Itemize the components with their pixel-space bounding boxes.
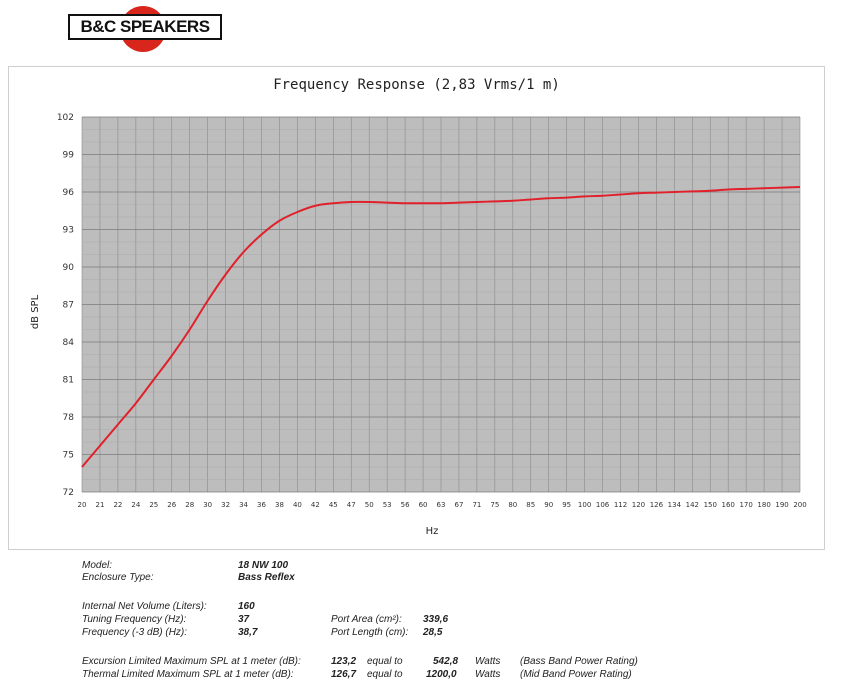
x-tick-label: 90 xyxy=(544,501,553,509)
chart-title: Frequency Response (2,83 Vrms/1 m) xyxy=(273,77,560,93)
series-line xyxy=(81,186,801,468)
y-tick-label: 102 xyxy=(57,113,74,123)
x-tick-label: 56 xyxy=(401,501,410,509)
x-tick-label: 71 xyxy=(472,501,481,509)
x-tick-label: 67 xyxy=(454,501,463,509)
x-tick-label: 80 xyxy=(508,501,517,509)
x-tick-label: 50 xyxy=(365,501,374,509)
y-tick-label: 90 xyxy=(63,263,75,273)
y-tick-label: 78 xyxy=(63,413,75,423)
x-tick-label: 85 xyxy=(526,501,535,509)
x-tick-label: 190 xyxy=(775,501,788,509)
x-tick-label: 100 xyxy=(578,501,591,509)
logo-text: B&C SPEAKERS xyxy=(68,14,222,40)
x-tick-label: 21 xyxy=(95,501,104,509)
x-tick-label: 30 xyxy=(203,501,212,509)
x-tick-label: 200 xyxy=(793,501,806,509)
x-tick-label: 126 xyxy=(650,501,664,509)
x-tick-label: 22 xyxy=(113,501,122,509)
x-tick-label: 42 xyxy=(311,501,320,509)
x-tick-label: 134 xyxy=(668,501,682,509)
y-axis-label: dB SPL xyxy=(30,294,41,329)
x-tick-label: 20 xyxy=(78,501,87,509)
x-tick-label: 75 xyxy=(490,501,499,509)
x-tick-label: 40 xyxy=(293,501,302,509)
x-tick-label: 36 xyxy=(257,501,266,509)
x-tick-label: 160 xyxy=(722,501,735,509)
x-tick-label: 150 xyxy=(704,501,717,509)
x-tick-label: 47 xyxy=(347,501,356,509)
y-tick-label: 93 xyxy=(63,226,74,236)
x-tick-label: 25 xyxy=(149,501,158,509)
x-tick-label: 45 xyxy=(329,501,338,509)
x-tick-label: 95 xyxy=(562,501,571,509)
x-tick-label: 53 xyxy=(383,501,392,509)
x-tick-label: 28 xyxy=(185,501,194,509)
x-tick-label: 180 xyxy=(757,501,770,509)
x-tick-label: 38 xyxy=(275,501,284,509)
y-tick-label: 81 xyxy=(63,376,74,386)
x-tick-label: 170 xyxy=(739,501,752,509)
x-tick-label: 24 xyxy=(131,501,140,509)
y-tick-label: 96 xyxy=(63,188,75,198)
x-tick-label: 142 xyxy=(686,501,699,509)
brand-logo: B&C SPEAKERS xyxy=(68,6,224,52)
y-tick-label: 99 xyxy=(63,151,75,161)
x-tick-label: 112 xyxy=(614,501,627,509)
x-tick-label: 26 xyxy=(167,501,176,509)
y-tick-label: 75 xyxy=(63,451,74,461)
x-tick-label: 34 xyxy=(239,501,248,509)
x-tick-label: 60 xyxy=(419,501,428,509)
x-axis-label: Hz xyxy=(426,526,439,537)
x-tick-label: 120 xyxy=(632,501,645,509)
x-tick-label: 106 xyxy=(596,501,610,509)
y-tick-label: 84 xyxy=(63,338,75,348)
y-tick-label: 72 xyxy=(63,488,74,498)
x-tick-label: 32 xyxy=(221,501,230,509)
x-tick-label: 63 xyxy=(437,501,446,509)
y-tick-label: 87 xyxy=(63,301,74,311)
